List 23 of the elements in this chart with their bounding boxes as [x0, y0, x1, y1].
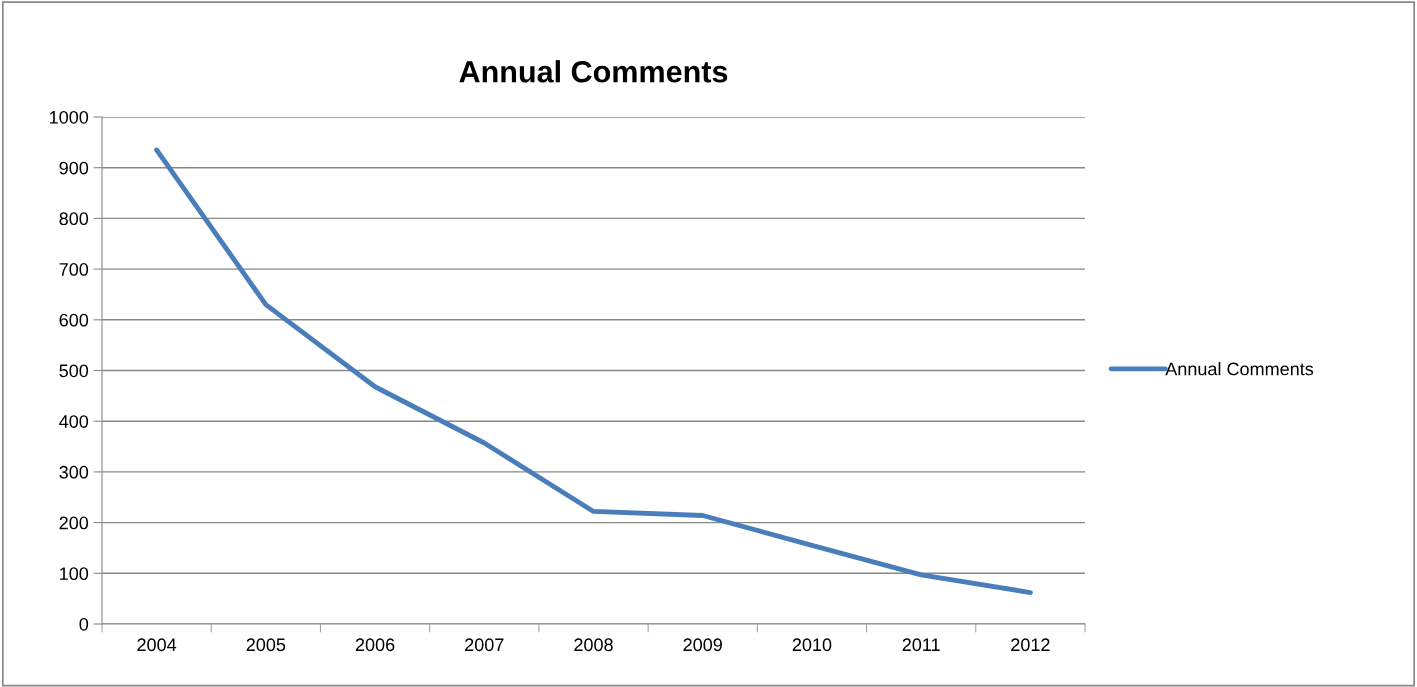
- x-tick-label: 2006: [355, 638, 395, 652]
- legend-label: Annual Comments: [1165, 362, 1314, 376]
- y-tick-label: 500: [59, 364, 89, 378]
- y-tick-label: 100: [60, 567, 89, 581]
- y-tick-label: 1000: [50, 110, 89, 124]
- y-tick-label: 600: [59, 313, 89, 327]
- x-tick-label: 2005: [246, 638, 286, 652]
- chart-title: Annual Comments: [459, 60, 728, 83]
- line-series: [154, 147, 1033, 595]
- y-tick-label: 800: [59, 212, 89, 226]
- y-tick-label: 900: [59, 161, 89, 175]
- y-tick-label: 300: [59, 465, 89, 479]
- y-tick-label: 400: [59, 415, 89, 428]
- y-tick-label: 0: [79, 617, 89, 631]
- x-tick-label: 2011: [902, 638, 940, 652]
- x-tick-label: 2009: [683, 638, 722, 652]
- y-tick-label: 200: [59, 516, 89, 530]
- x-tick-label: 2012: [1011, 638, 1050, 652]
- x-tick-label: 2007: [465, 638, 504, 652]
- x-tick-label: 2010: [792, 638, 832, 652]
- y-tick-label: 700: [59, 263, 89, 276]
- x-tick-label: 2008: [574, 638, 613, 652]
- x-tick-label: 2004: [137, 638, 177, 652]
